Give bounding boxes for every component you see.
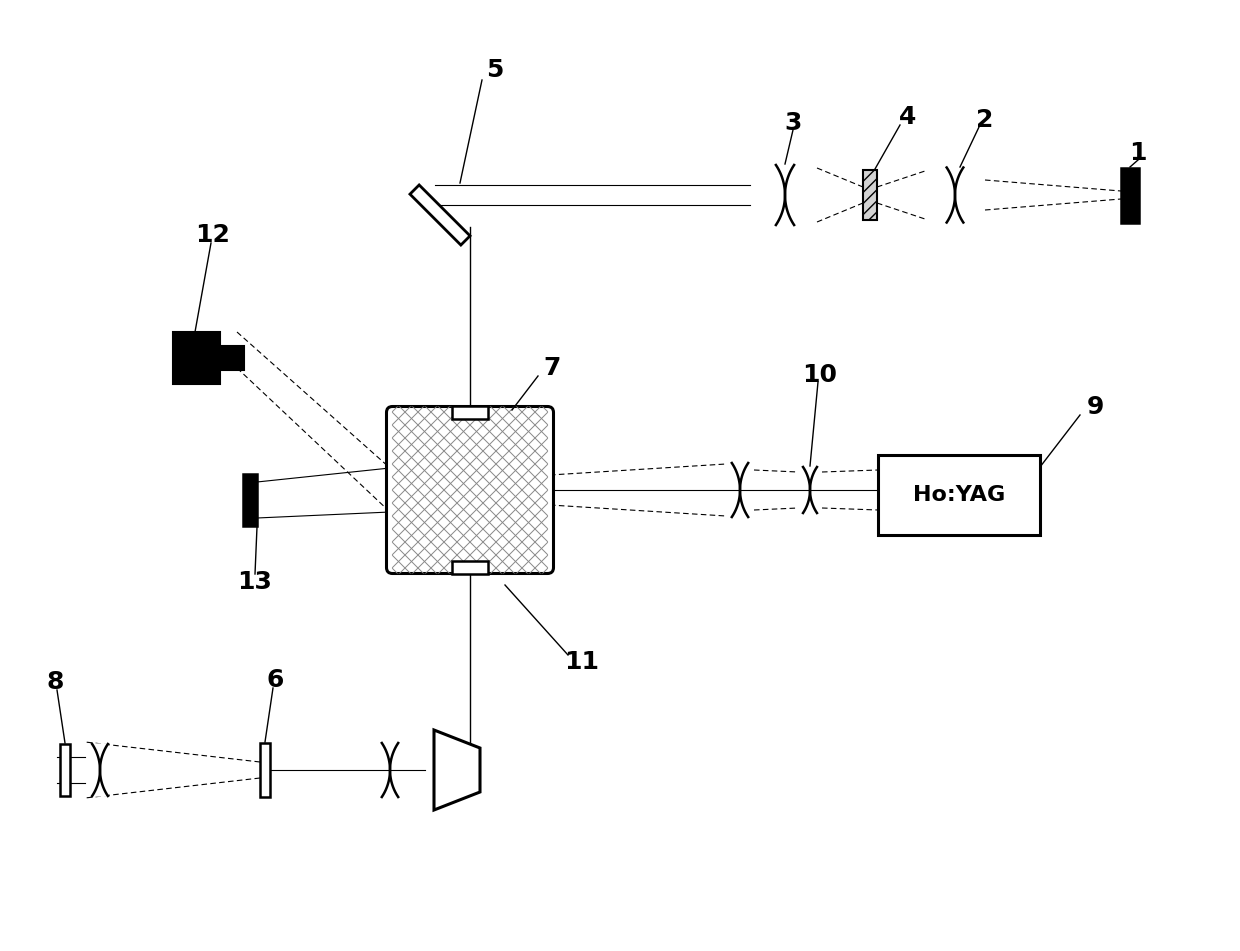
Bar (243, 474, 257, 526)
Bar (1121, 167, 1140, 223)
Text: 6: 6 (267, 668, 284, 692)
Bar (174, 332, 219, 384)
Text: 13: 13 (238, 570, 273, 594)
Polygon shape (434, 730, 480, 810)
Text: Ho:YAG: Ho:YAG (913, 485, 1006, 505)
Polygon shape (382, 743, 398, 797)
Polygon shape (776, 165, 794, 225)
Text: 1: 1 (1130, 141, 1147, 165)
Text: 5: 5 (486, 58, 503, 82)
Text: 10: 10 (802, 363, 837, 387)
FancyBboxPatch shape (387, 406, 553, 573)
Polygon shape (880, 463, 900, 517)
Polygon shape (410, 184, 470, 245)
Bar (219, 346, 244, 370)
Polygon shape (946, 167, 963, 223)
Bar (863, 170, 877, 220)
Polygon shape (92, 744, 108, 796)
Text: 12: 12 (196, 223, 231, 247)
Text: 7: 7 (543, 356, 560, 380)
Polygon shape (732, 463, 748, 517)
Bar (878, 455, 1040, 535)
Bar (60, 744, 69, 796)
Text: 3: 3 (785, 111, 802, 135)
Text: 8: 8 (46, 670, 63, 694)
Text: 11: 11 (564, 650, 599, 674)
Text: 2: 2 (976, 108, 993, 132)
Polygon shape (804, 467, 817, 513)
Text: 4: 4 (899, 105, 916, 129)
Text: 9: 9 (1086, 395, 1104, 419)
Bar (453, 560, 489, 573)
Bar (453, 405, 489, 418)
Bar (260, 743, 270, 797)
